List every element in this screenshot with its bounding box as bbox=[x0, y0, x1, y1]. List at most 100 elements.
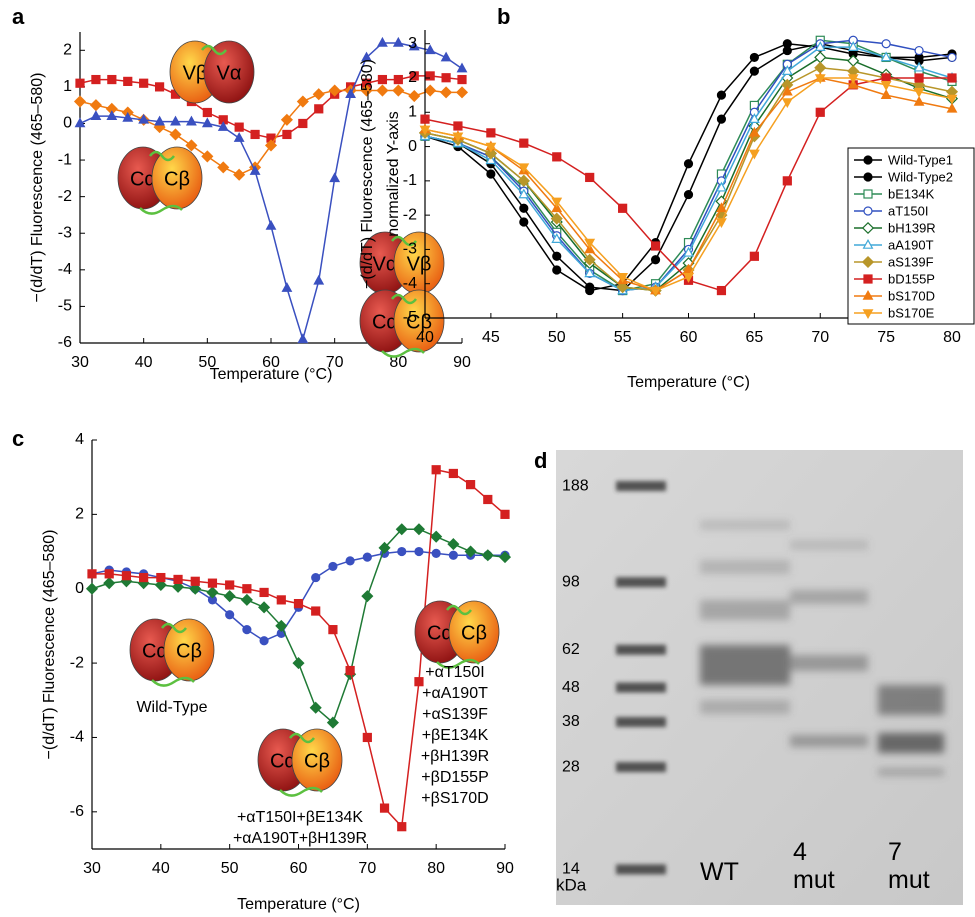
y-tick-label: -5 bbox=[58, 298, 72, 315]
y-tick-label: -5 bbox=[403, 309, 417, 326]
legend-marker bbox=[862, 309, 874, 320]
marker bbox=[716, 285, 727, 296]
marker bbox=[87, 569, 97, 579]
marker bbox=[440, 51, 452, 62]
x-tick-label: 60 bbox=[680, 329, 698, 346]
marker bbox=[75, 78, 85, 88]
icon-label: Vα bbox=[217, 62, 242, 84]
icon-label: Cα bbox=[372, 311, 398, 333]
ladder-band bbox=[616, 644, 666, 655]
marker bbox=[650, 241, 661, 251]
marker bbox=[880, 89, 892, 99]
marker bbox=[408, 89, 421, 103]
marker bbox=[360, 84, 373, 97]
marker bbox=[186, 115, 197, 126]
x-tick-label: 50 bbox=[221, 860, 239, 877]
marker bbox=[169, 128, 182, 141]
marker bbox=[311, 606, 321, 616]
legend-marker bbox=[862, 289, 874, 300]
x-tick-label: 90 bbox=[453, 354, 471, 371]
annotation: +αT150I bbox=[425, 664, 485, 681]
ladder-band bbox=[616, 717, 666, 728]
marker bbox=[378, 541, 391, 554]
marker bbox=[361, 590, 374, 603]
marker bbox=[584, 238, 596, 249]
marker bbox=[276, 595, 286, 605]
legend-marker bbox=[861, 221, 875, 235]
x-tick-label: 40 bbox=[416, 329, 434, 346]
marker bbox=[486, 128, 496, 138]
marker bbox=[314, 104, 324, 114]
marker bbox=[377, 36, 388, 47]
legend-label: Wild-Type1 bbox=[888, 152, 953, 167]
marker bbox=[650, 286, 661, 297]
x-tick-label: 40 bbox=[135, 354, 153, 371]
marker bbox=[447, 538, 460, 551]
y-tick-label: 1 bbox=[408, 104, 417, 121]
marker bbox=[282, 129, 292, 140]
marker bbox=[311, 572, 321, 583]
y-axis-label: −(d/dT) Fluorescence (465–580) bbox=[29, 73, 46, 303]
y-tick-label: 0 bbox=[75, 580, 84, 597]
marker bbox=[814, 74, 826, 85]
icon-label: Cβ bbox=[304, 750, 330, 772]
marker bbox=[313, 274, 325, 285]
marker bbox=[519, 203, 529, 213]
marker bbox=[584, 267, 596, 278]
marker bbox=[453, 121, 463, 131]
marker bbox=[486, 169, 496, 179]
y-tick-label: -6 bbox=[70, 803, 84, 820]
marker bbox=[455, 86, 469, 99]
marker bbox=[947, 52, 957, 63]
legend-label: bS170D bbox=[888, 288, 935, 303]
marker bbox=[947, 73, 957, 83]
series-line bbox=[79, 75, 463, 139]
marker bbox=[616, 281, 629, 294]
x-tick-label: 60 bbox=[290, 860, 308, 877]
marker bbox=[749, 66, 759, 76]
marker bbox=[104, 569, 114, 579]
marker bbox=[518, 163, 530, 174]
marker bbox=[173, 574, 183, 585]
panel-label: d bbox=[534, 448, 547, 473]
y-tick-label: 0 bbox=[63, 115, 72, 132]
marker bbox=[452, 132, 464, 143]
marker bbox=[748, 113, 760, 123]
marker-label: 98 bbox=[562, 573, 580, 590]
marker bbox=[914, 73, 924, 83]
lane-label: WT bbox=[700, 858, 739, 886]
y-axis-label: normalized Y-axis bbox=[385, 111, 402, 236]
marker bbox=[328, 84, 341, 97]
marker bbox=[123, 76, 133, 86]
annotation: +αA190T+βH139R bbox=[233, 830, 367, 847]
marker bbox=[683, 159, 694, 169]
marker bbox=[457, 74, 467, 85]
x-axis-label: Temperature (°C) bbox=[210, 366, 333, 383]
marker-label: 28 bbox=[562, 758, 580, 775]
legend-marker bbox=[863, 189, 873, 199]
marker bbox=[748, 149, 760, 160]
marker bbox=[424, 44, 436, 55]
marker bbox=[519, 217, 529, 227]
marker bbox=[275, 619, 288, 632]
lane-label: 7 mut bbox=[888, 838, 930, 894]
marker bbox=[259, 636, 269, 646]
marker bbox=[448, 468, 458, 479]
marker bbox=[217, 121, 229, 131]
marker-label: 14 bbox=[562, 861, 580, 878]
marker bbox=[264, 139, 278, 152]
marker bbox=[376, 84, 389, 97]
marker bbox=[412, 523, 426, 536]
icon-domain bbox=[393, 289, 445, 353]
legend-label: Wild-Type2 bbox=[888, 169, 953, 184]
marker bbox=[107, 74, 117, 85]
marker bbox=[171, 580, 185, 593]
marker bbox=[85, 582, 99, 595]
legend-label: bE134K bbox=[888, 186, 935, 201]
marker bbox=[847, 41, 859, 51]
marker bbox=[485, 154, 497, 165]
marker bbox=[585, 172, 595, 183]
marker bbox=[233, 132, 245, 142]
